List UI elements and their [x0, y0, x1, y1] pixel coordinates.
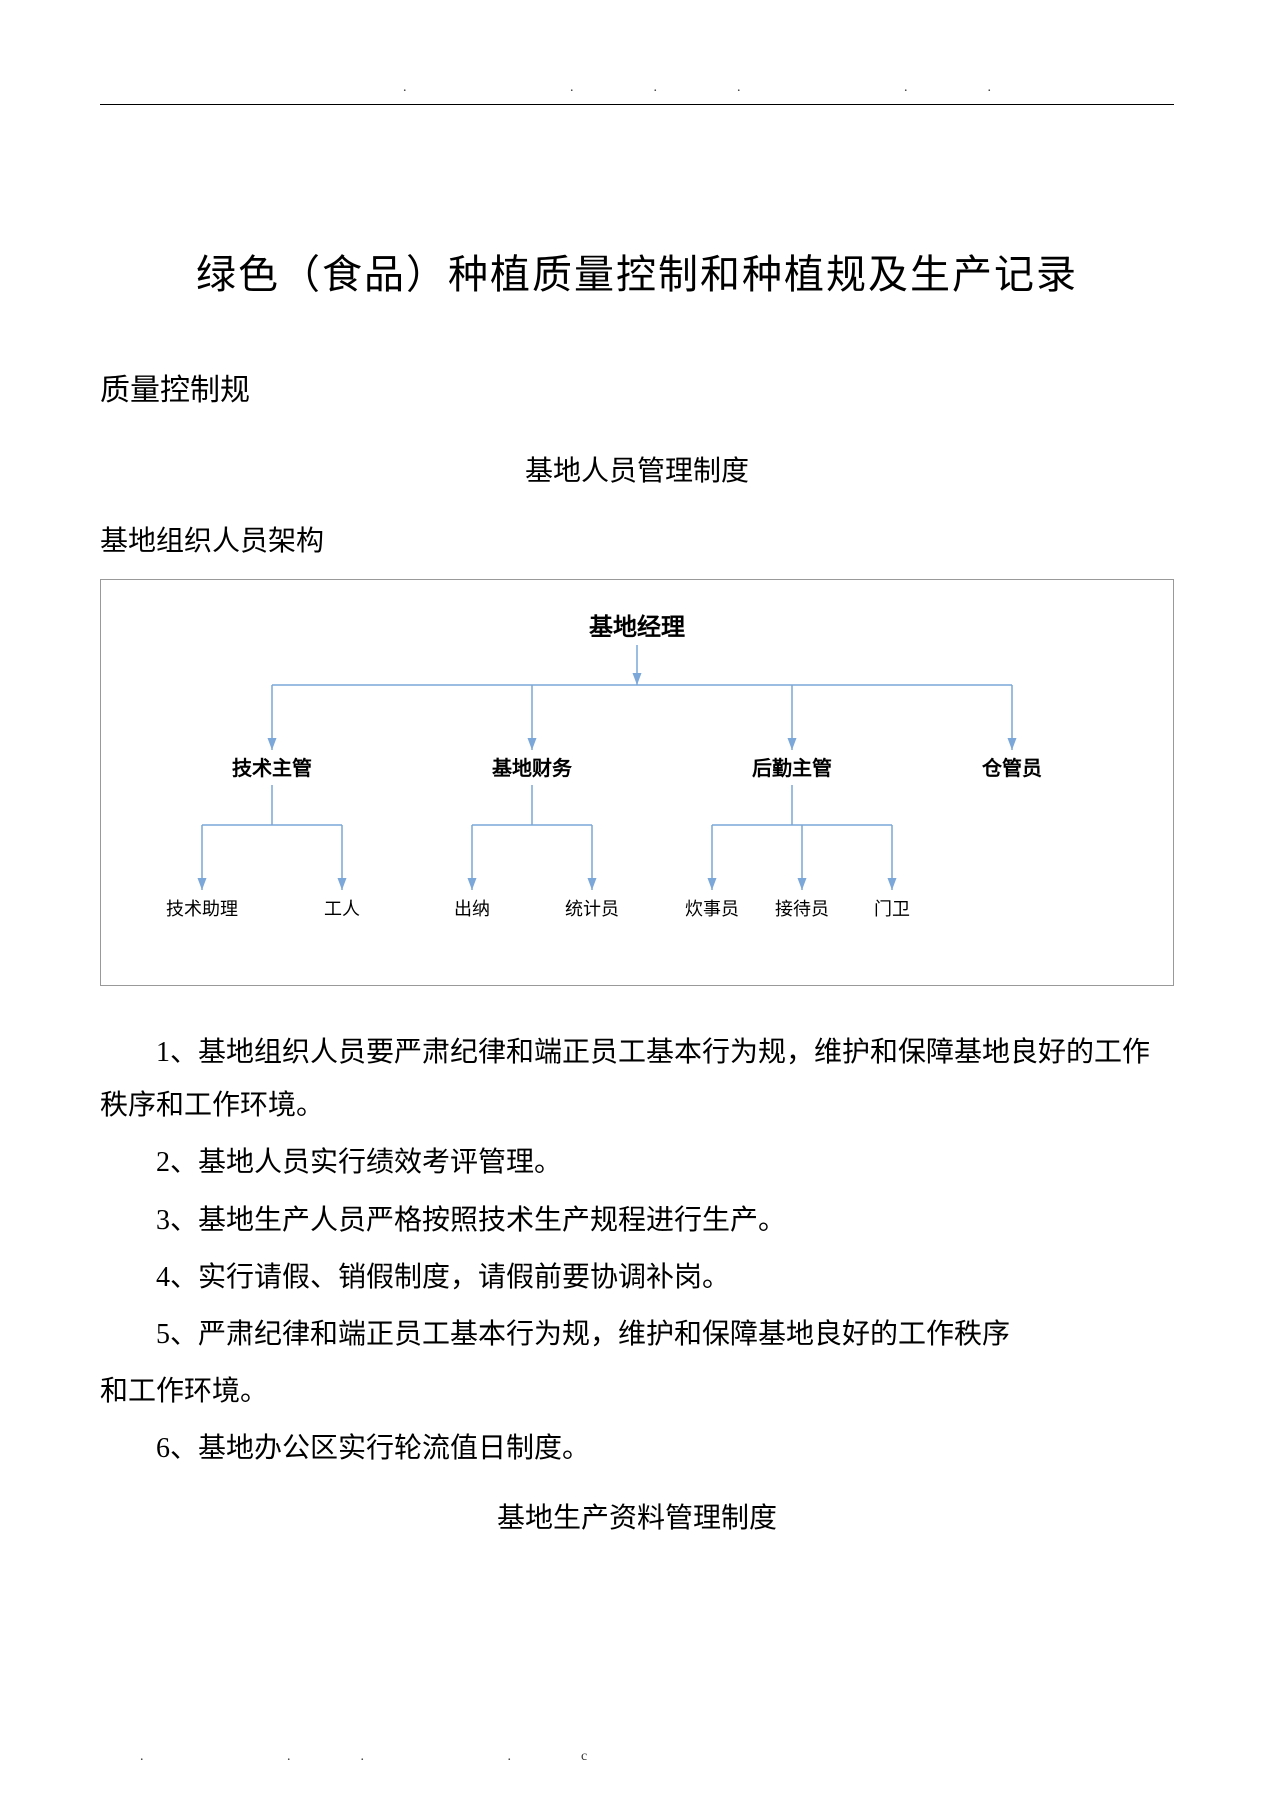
org-leaf-cashier: 出纳 [454, 899, 490, 919]
org-leaf-statistician: 统计员 [565, 899, 619, 919]
subheading-personnel-system: 基地人员管理制度 [100, 449, 1174, 489]
paragraph-5b: 和工作环境。 [100, 1365, 1174, 1418]
header-dots: . ... .. [100, 80, 1174, 96]
org-root-node: 基地经理 [589, 613, 685, 641]
subheading-org-structure: 基地组织人员架构 [100, 519, 1174, 559]
document-page: . ... .. 绿色（食品）种植质量控制和种植规及生产记录 质量控制规 基地人… [0, 0, 1274, 1606]
org-leaf-worker: 工人 [324, 899, 360, 919]
paragraph-3: 3、基地生产人员严格按照技术生产规程进行生产。 [100, 1194, 1174, 1247]
org-leaf-cook: 炊事员 [685, 899, 739, 919]
footer-dots: . .. .c [140, 1749, 657, 1765]
org-chart-container: 基地经理 技术主管 基地财务 后勤主管 仓管员 技术助理 工人 [100, 579, 1174, 986]
org-leaf-reception: 接待员 [775, 899, 829, 919]
section-heading-quality: 质量控制规 [100, 365, 1174, 409]
org-leaf-guard: 门卫 [874, 899, 910, 919]
org-node-logistics: 后勤主管 [752, 756, 832, 780]
paragraph-5a: 5、严肃纪律和端正员工基本行为规，维护和保障基地良好的工作秩序 [100, 1308, 1174, 1361]
org-leaf-tech-assistant: 技术助理 [166, 899, 238, 919]
org-node-warehouse: 仓管员 [981, 756, 1042, 780]
org-chart-svg: 基地经理 技术主管 基地财务 后勤主管 仓管员 技术助理 工人 [111, 600, 1163, 950]
document-title: 绿色（食品）种植质量控制和种植规及生产记录 [100, 245, 1174, 305]
org-node-finance: 基地财务 [492, 756, 573, 780]
paragraph-6: 6、基地办公区实行轮流值日制度。 [100, 1422, 1174, 1475]
header-rule [100, 104, 1174, 105]
org-node-tech: 技术主管 [232, 756, 312, 780]
subheading-production-material: 基地生产资料管理制度 [100, 1496, 1174, 1536]
paragraph-2: 2、基地人员实行绩效考评管理。 [100, 1136, 1174, 1189]
paragraph-1: 1、基地组织人员要严肃纪律和端正员工基本行为规，维护和保障基地良好的工作秩序和工… [100, 1026, 1174, 1132]
paragraph-4: 4、实行请假、销假制度，请假前要协调补岗。 [100, 1251, 1174, 1304]
